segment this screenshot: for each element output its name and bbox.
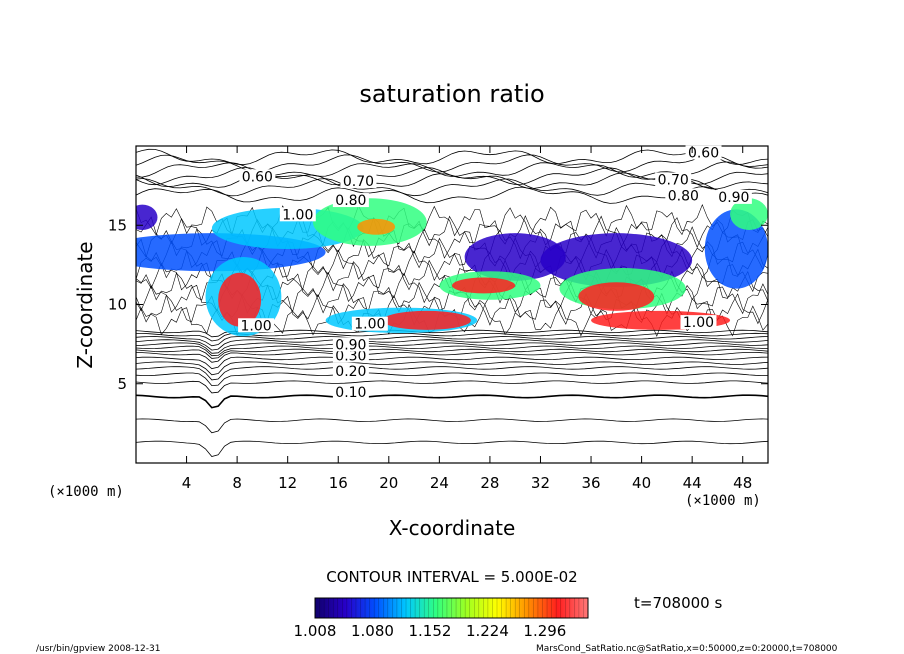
saturation-region (382, 310, 471, 330)
contour-line (136, 148, 768, 166)
contour-label-bg (239, 169, 276, 184)
colorbar-tick-label: 1.296 (523, 622, 566, 640)
contour-line (136, 342, 768, 354)
contour-line (136, 356, 768, 370)
contour-label-bg (340, 174, 377, 189)
y-tick-label: 10 (108, 296, 127, 314)
contour-line (136, 345, 768, 357)
x-tick-label: 28 (480, 474, 499, 492)
x-tick-label: 40 (632, 474, 651, 492)
colorbar-tick-label: 1.008 (294, 622, 337, 640)
footer-left: /usr/bin/gpview 2008-12-31 (36, 644, 160, 654)
y-tick-label: 5 (117, 375, 127, 393)
contour-label-bg (332, 193, 369, 208)
saturation-shading (136, 198, 768, 337)
y-axis: 5 10 15 (108, 216, 768, 393)
contour-label-bg (351, 316, 388, 331)
saturation-region (136, 204, 158, 231)
contour-label: 0.30 (335, 348, 366, 364)
contour-line (136, 394, 768, 409)
contour-interval: CONTOUR INTERVAL = 5.000E-02 (326, 568, 577, 586)
x-unit-right: (×1000 m) (685, 493, 761, 509)
x-tick-label: 24 (430, 474, 449, 492)
saturation-region (357, 218, 396, 235)
colorbar-gradient (314, 597, 589, 619)
contour-line (136, 161, 768, 178)
contour-line (136, 380, 768, 394)
colorbar-ticks: 1.008 1.080 1.152 1.224 1.296 (294, 622, 567, 640)
colorbar-divisions (319, 598, 584, 618)
x-axis: 4 8 12 16 20 24 28 32 36 40 44 48 (182, 146, 752, 492)
contour-label: 0.70 (658, 172, 689, 188)
saturation-region (578, 282, 655, 311)
x-unit-left: (×1000 m) (48, 484, 124, 500)
contour-label-bg (332, 364, 369, 379)
contour-line (136, 372, 768, 387)
colorbar-tick-label: 1.224 (466, 622, 509, 640)
x-tick-label: 20 (379, 474, 398, 492)
x-tick-label: 16 (329, 474, 348, 492)
x-tick-label: 4 (182, 474, 192, 492)
saturation-region (452, 277, 516, 294)
x-tick-label: 8 (232, 474, 242, 492)
y-axis-label: Z-coordinate (73, 241, 97, 368)
contour-line (136, 366, 768, 381)
contour-label-bg (332, 337, 369, 352)
colorbar-tick-label: 1.152 (408, 622, 451, 640)
contour-label-bg (238, 318, 275, 333)
contour-label-bg (680, 315, 717, 330)
contour-line (136, 339, 768, 351)
colorbar: 1.008 1.080 1.152 1.224 1.296 (294, 597, 589, 640)
contour-label: 1.00 (240, 318, 271, 334)
contour-line (136, 186, 768, 204)
contour-line (136, 418, 768, 434)
plot-area (136, 148, 768, 457)
contour-label: 0.90 (718, 190, 749, 206)
contour-line (136, 348, 768, 359)
x-tick-label: 48 (733, 474, 752, 492)
contour-line (136, 352, 768, 363)
contour-label-bg (685, 145, 722, 160)
contour-label: 0.80 (668, 188, 699, 204)
contour-line (136, 336, 768, 347)
contour-label: 0.10 (335, 385, 366, 401)
contour-label: 0.20 (335, 364, 366, 380)
contour-label-bg (655, 172, 692, 187)
x-tick-label: 32 (531, 474, 550, 492)
contour-label-group: 0.100.200.300.901.00 1.00 1.000.60 0.700.80… (238, 145, 752, 401)
contour-line (136, 154, 768, 173)
contour-label: 1.00 (683, 315, 714, 331)
x-tick-label: 36 (581, 474, 600, 492)
contour-label: 0.60 (242, 169, 273, 185)
saturation-region (464, 233, 566, 281)
contour-label: 0.90 (335, 337, 366, 353)
saturation-region (730, 198, 768, 231)
x-tick-label: 12 (278, 474, 297, 492)
contour-label-bg (665, 188, 702, 203)
contour-line (136, 440, 768, 457)
saturation-region (218, 272, 262, 327)
contour-line (136, 361, 768, 376)
contour-label-bg (332, 384, 369, 399)
contour-label-bg (715, 189, 752, 204)
colorbar-tick-label: 1.080 (351, 622, 394, 640)
x-tick-label: 44 (683, 474, 702, 492)
time-label: t=708000 s (634, 594, 722, 612)
contour-label: 0.80 (335, 193, 366, 209)
chart-title: saturation ratio (359, 80, 544, 108)
contour-label: 0.70 (343, 174, 374, 190)
contour-label-bg (279, 207, 316, 222)
footer-right: MarsCond_SatRatio.nc@SatRatio,x=0:50000,… (536, 644, 838, 654)
contour-label: 0.60 (688, 146, 719, 162)
y-tick-label: 15 (108, 216, 127, 234)
contour-label: 1.00 (354, 317, 385, 333)
contour-label-bg (332, 348, 369, 363)
x-axis-label: X-coordinate (389, 516, 516, 540)
contour-label: 1.00 (282, 207, 313, 223)
